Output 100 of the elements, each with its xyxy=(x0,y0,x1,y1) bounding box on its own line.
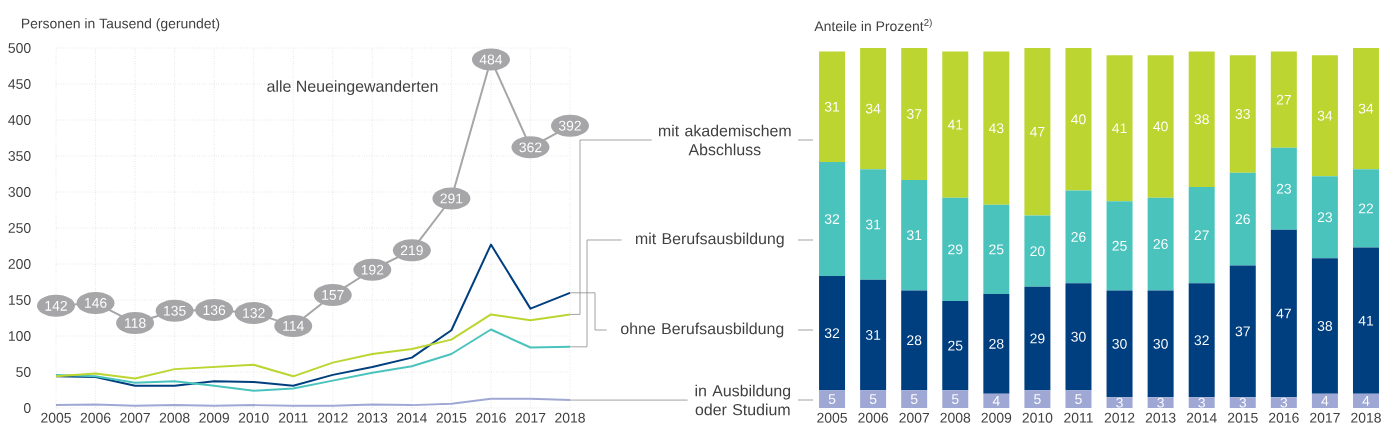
data-label: 31 xyxy=(906,230,922,241)
data-label: 25 xyxy=(989,244,1004,255)
bar xyxy=(1024,215,1051,287)
y-tick-label: 0 xyxy=(23,403,31,413)
bar xyxy=(860,169,887,280)
data-label: 26 xyxy=(1153,239,1168,249)
bar xyxy=(819,51,846,163)
y-tick-label: 50 xyxy=(16,367,31,377)
data-label: 28 xyxy=(907,335,922,346)
bar xyxy=(1065,283,1092,391)
bar xyxy=(1229,397,1256,408)
data-label: 5 xyxy=(828,394,836,404)
y-tick-label: 250 xyxy=(8,223,31,233)
bar xyxy=(1106,201,1133,291)
bar xyxy=(942,390,969,408)
bar xyxy=(1147,290,1174,398)
x-tick-label: 2016 xyxy=(476,412,506,423)
data-label: 5 xyxy=(910,394,918,404)
data-label: 23 xyxy=(1317,212,1333,223)
series-label: in Ausbildung oder Studium xyxy=(695,384,791,416)
bar xyxy=(1270,229,1297,398)
data-label: 4 xyxy=(992,396,1000,406)
x-tick-label: 2014 xyxy=(397,412,427,423)
bar xyxy=(942,51,969,198)
bar xyxy=(819,390,846,408)
x-tick-label: 2008 xyxy=(940,412,971,423)
data-label: 5 xyxy=(869,394,877,404)
bar xyxy=(1311,393,1338,408)
data-label: 31 xyxy=(865,329,881,340)
bar xyxy=(983,393,1010,408)
data-label: 34 xyxy=(1358,103,1374,114)
x-tick-label: 2005 xyxy=(817,412,847,423)
data-label: 32 xyxy=(824,214,840,225)
data-label: 28 xyxy=(989,338,1004,349)
x-tick-label: 2014 xyxy=(1186,412,1217,423)
data-label: 22 xyxy=(1358,203,1374,214)
data-label: 33 xyxy=(1235,108,1250,119)
bar xyxy=(1024,286,1051,391)
x-tick-label: 2005 xyxy=(41,412,71,423)
bar xyxy=(1188,187,1215,284)
data-label: 31 xyxy=(824,101,840,112)
data-label: 3 xyxy=(1280,397,1288,408)
data-label: 26 xyxy=(1071,231,1086,242)
x-tick-label: 2017 xyxy=(515,412,546,423)
y-tick-label: 200 xyxy=(8,259,31,269)
bar xyxy=(1188,397,1215,408)
bar xyxy=(860,390,887,408)
bar xyxy=(1311,55,1338,177)
data-label: 43 xyxy=(988,123,1004,134)
x-tick-label: 2012 xyxy=(317,412,348,423)
y-tick-label: 350 xyxy=(8,151,31,161)
bar xyxy=(1188,283,1215,398)
data-label: 5 xyxy=(1075,394,1082,404)
data-label: 40 xyxy=(1071,114,1086,125)
x-tick-label: 2012 xyxy=(1104,412,1135,423)
x-tick-label: 2011 xyxy=(1064,412,1093,423)
data-label: 4 xyxy=(1321,396,1329,406)
bar xyxy=(1188,51,1215,188)
data-label: 25 xyxy=(1112,240,1127,251)
data-label: 27 xyxy=(1194,230,1209,240)
bar xyxy=(1065,48,1092,191)
bar xyxy=(1352,48,1379,170)
bar xyxy=(1024,390,1051,408)
data-label: 41 xyxy=(947,119,963,130)
bar xyxy=(1147,397,1174,408)
x-tick-label: 2009 xyxy=(199,412,229,423)
x-tick-label: 2015 xyxy=(436,412,467,423)
bar xyxy=(1352,393,1379,408)
data-label: 47 xyxy=(1029,126,1045,137)
data-label: 32 xyxy=(824,328,840,339)
bar xyxy=(1229,265,1256,398)
data-label: 4 xyxy=(1362,396,1370,406)
data-label: 25 xyxy=(948,340,963,351)
data-label: 30 xyxy=(1112,338,1127,349)
data-label: 23 xyxy=(1276,183,1291,194)
bar xyxy=(1270,51,1297,148)
data-label: 37 xyxy=(906,108,922,119)
y-tick-label: 300 xyxy=(8,187,31,197)
bar xyxy=(1229,55,1256,173)
bar xyxy=(1147,197,1174,291)
data-label: 37 xyxy=(1235,326,1250,337)
y-tick-label: 500 xyxy=(8,43,31,53)
line-series xyxy=(55,397,571,407)
x-tick-label: 2007 xyxy=(120,412,150,423)
data-label: 5 xyxy=(951,394,959,404)
text: ohne Berufsausbildung xyxy=(621,322,784,338)
x-tick-label: 2009 xyxy=(981,412,1012,423)
data-label: 32 xyxy=(1194,335,1209,346)
bar xyxy=(901,48,928,180)
bar xyxy=(901,179,928,291)
bar xyxy=(1311,258,1338,394)
y-tick-label: 450 xyxy=(8,79,31,89)
bar xyxy=(819,276,846,391)
data-label: 5 xyxy=(1034,394,1041,404)
x-tick-label: 2006 xyxy=(80,412,111,423)
x-tick-label: 2016 xyxy=(1269,412,1299,423)
y-tick-label: 100 xyxy=(8,331,31,341)
x-tick-label: 2010 xyxy=(1022,412,1053,423)
series-label: mit akademischem Abschluss xyxy=(658,124,791,156)
data-label: 30 xyxy=(1153,338,1168,349)
